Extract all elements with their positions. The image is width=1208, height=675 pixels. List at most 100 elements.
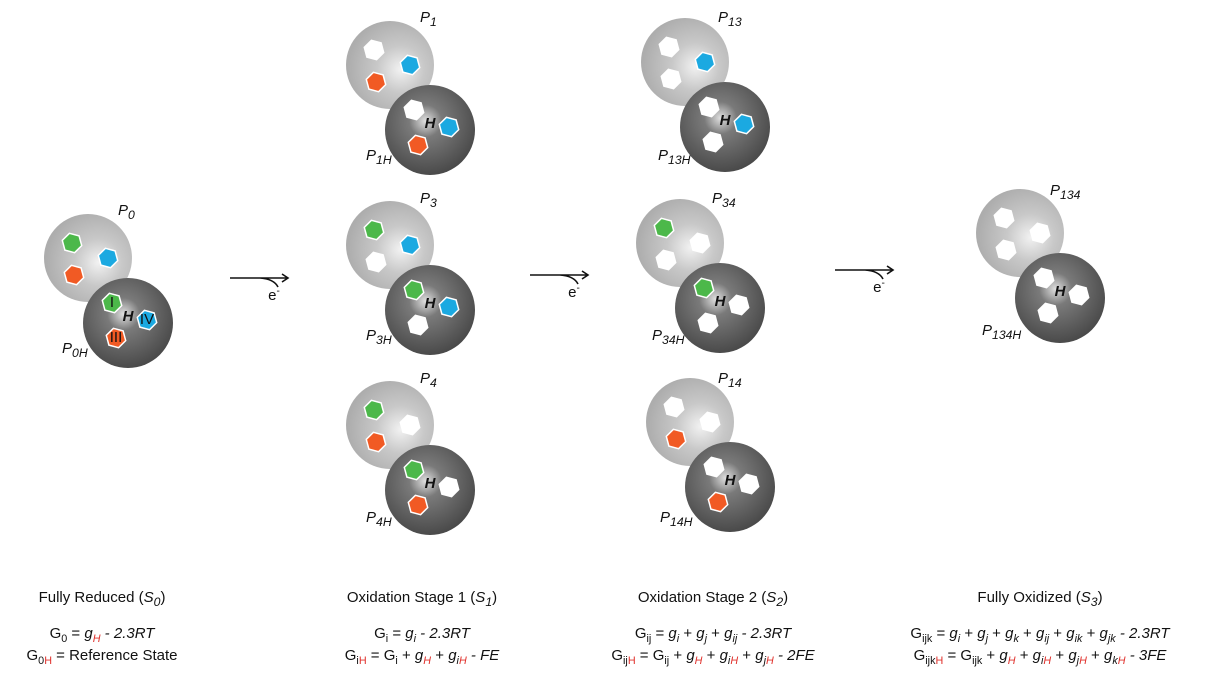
equation: GijkH = Gijk + gH + giH + gjH + gkH - 3F…	[914, 647, 1168, 667]
text-segment: +	[982, 647, 999, 664]
text-segment: -	[276, 286, 279, 297]
text-segment: G	[910, 625, 922, 642]
molecule-label: P1H	[366, 147, 392, 167]
text-segment: 0H	[72, 346, 88, 360]
text-segment: )	[783, 589, 788, 606]
text-segment: P	[118, 202, 128, 219]
text-segment: 1	[430, 15, 437, 29]
text-segment: -	[881, 278, 884, 289]
text-segment: +	[431, 647, 448, 664]
electron-label: e-	[268, 286, 280, 304]
text-segment: S	[1081, 589, 1091, 606]
text-segment: =	[932, 625, 949, 642]
molecule-label: P134H	[982, 322, 1021, 342]
text-segment: - 2.3RT	[416, 625, 472, 642]
text-segment: H	[628, 655, 636, 667]
text-segment: Fully Reduced (	[39, 589, 144, 606]
text-segment: P	[660, 509, 670, 526]
text-segment: P	[420, 370, 430, 387]
text-segment: +	[1051, 647, 1068, 664]
text-segment: H	[1043, 655, 1051, 667]
text-segment: - 2FE	[774, 647, 816, 664]
text-segment: - 2.3RT	[101, 625, 157, 642]
text-segment: H	[1118, 655, 1126, 667]
molecule-label: P3H	[366, 327, 392, 347]
text-segment: H	[93, 633, 101, 645]
text-segment: - 2.3RT	[737, 625, 793, 642]
text-segment: G	[345, 647, 357, 664]
molecule-label: P34H	[652, 327, 685, 347]
text-segment: Oxidation Stage 2 (	[638, 589, 766, 606]
molecule-label: P34	[712, 190, 736, 210]
text-segment: e	[568, 284, 576, 301]
molecule-label: P3	[420, 190, 437, 210]
text-segment: 3	[430, 196, 437, 210]
equation: Gi = gi - 2.3RT	[374, 625, 472, 645]
text-segment: P	[366, 147, 376, 164]
text-segment: 134	[1060, 188, 1081, 202]
equation: GijH = Gij + gH + giH + gjH - 2FE	[611, 647, 815, 667]
text-segment: 0	[128, 208, 135, 222]
text-segment: - FE	[467, 647, 500, 664]
center-label: H	[715, 293, 727, 310]
stage-title: Fully Oxidized (S3)	[977, 589, 1102, 609]
text-segment: 34	[722, 196, 736, 210]
text-segment: H	[935, 655, 943, 667]
text-segment: G	[50, 625, 62, 642]
text-segment: P	[1050, 182, 1060, 199]
molecule-label: P134	[1050, 182, 1081, 202]
text-segment: +	[679, 625, 696, 642]
text-segment: +	[1082, 625, 1099, 642]
text-segment: e	[268, 287, 276, 304]
text-segment: = Reference State	[52, 647, 178, 664]
text-segment: P	[420, 190, 430, 207]
text-segment: 134H	[992, 328, 1021, 342]
text-segment: =	[67, 625, 84, 642]
text-segment: = G	[636, 647, 665, 664]
text-segment: H	[1008, 655, 1016, 667]
text-segment: +	[669, 647, 686, 664]
text-segment: - 2.3RT	[1116, 625, 1172, 642]
text-segment: P	[658, 147, 668, 164]
text-segment: +	[702, 647, 719, 664]
figure: IIVIIIHP0P0HHP1P1HHP3P3HHP4P4HHP13P13HHP…	[0, 0, 1208, 670]
text-segment: 1	[485, 595, 492, 609]
text-segment: 2	[775, 595, 783, 609]
molecule-label: P13	[718, 9, 742, 29]
center-label: H	[720, 112, 732, 129]
stage-title: Fully Reduced (S0)	[39, 589, 166, 609]
text-segment: P	[982, 322, 992, 339]
text-segment: +	[707, 625, 724, 642]
text-segment: = G	[943, 647, 972, 664]
text-segment: H	[695, 655, 703, 667]
text-segment: Oxidation Stage 1 (	[347, 589, 475, 606]
center-label: H	[1055, 283, 1067, 300]
text-segment: = G	[367, 647, 396, 664]
text-segment: G	[914, 647, 926, 664]
text-segment: ijk	[972, 655, 983, 667]
text-segment: G	[27, 647, 39, 664]
text-segment: 4H	[376, 515, 392, 529]
stage-title: Oxidation Stage 1 (S1)	[347, 589, 497, 609]
electron-label: e-	[568, 283, 580, 301]
text-segment: 34H	[662, 333, 685, 347]
site-label: IV	[140, 311, 154, 328]
equation: GiH = Gi + gH + giH - FE	[345, 647, 500, 667]
text-segment: +	[398, 647, 415, 664]
text-segment: 13H	[668, 153, 691, 167]
text-segment: H	[730, 655, 738, 667]
molecule-label: P14	[718, 370, 742, 390]
equation: Gijk = gi + gj + gk + gij + gik + gjk - …	[910, 625, 1171, 645]
text-segment: G	[374, 625, 386, 642]
text-segment: 4	[430, 376, 437, 390]
text-segment: +	[1016, 647, 1033, 664]
text-segment: )	[492, 589, 497, 606]
molecule-label: P13H	[658, 147, 691, 167]
text-segment: G	[635, 625, 647, 642]
text-segment: P	[366, 327, 376, 344]
text-segment: H	[766, 655, 774, 667]
text-segment: P	[712, 190, 722, 207]
text-segment: )	[1098, 589, 1103, 606]
text-segment: +	[1049, 625, 1066, 642]
center-label: H	[425, 295, 437, 312]
